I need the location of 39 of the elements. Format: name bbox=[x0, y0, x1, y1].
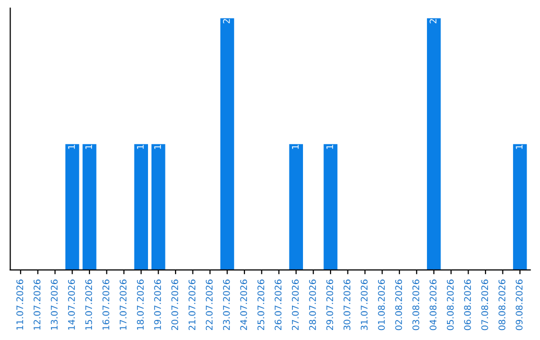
x-tick-label: 29.07.2026 bbox=[326, 280, 334, 330]
x-tick-label: 13.07.2026 bbox=[50, 280, 58, 330]
x-tick-label: 09.08.2026 bbox=[516, 280, 523, 330]
x-tick-label: 11.07.2026 bbox=[16, 280, 24, 330]
x-tick-label: 14.07.2026 bbox=[68, 280, 75, 330]
x-tick-label: 15.07.2026 bbox=[85, 280, 92, 330]
x-tick-label: 22.07.2026 bbox=[206, 280, 213, 330]
x-tick-label: 23.07.2026 bbox=[223, 280, 230, 330]
x-tick-label: 21.07.2026 bbox=[188, 280, 196, 330]
x-tick-label: 12.07.2026 bbox=[34, 280, 40, 330]
data-label: 1 bbox=[85, 144, 92, 149]
x-tick-label: 27.07.2026 bbox=[292, 280, 299, 330]
x-tick-label: 01.08.2026 bbox=[378, 280, 385, 330]
x-tick-label: 05.08.2026 bbox=[446, 280, 454, 330]
x-tick-label: 24.07.2026 bbox=[240, 280, 248, 330]
x-tick-label: 06.08.2026 bbox=[464, 280, 471, 330]
x-tick-label: 16.07.2026 bbox=[102, 280, 110, 330]
x-tick-label: 04.08.2026 bbox=[430, 280, 436, 330]
x-tick-label: 19.07.2026 bbox=[154, 280, 161, 330]
data-label: 1 bbox=[326, 144, 334, 149]
x-tick-label: 25.07.2026 bbox=[257, 280, 264, 330]
data-label: 1 bbox=[68, 144, 75, 149]
x-tick-label: 07.08.2026 bbox=[481, 280, 488, 330]
x-tick-label: 17.07.2026 bbox=[120, 280, 127, 330]
data-label: 1 bbox=[292, 144, 299, 149]
data-label: 1 bbox=[154, 144, 161, 149]
data-label: 1 bbox=[516, 144, 522, 149]
x-tick-label: 20.07.2026 bbox=[171, 280, 178, 330]
x-tick-label: 02.08.2026 bbox=[395, 280, 402, 330]
x-tick-label: 30.07.2026 bbox=[344, 280, 350, 330]
x-tick-label: 31.07.2026 bbox=[360, 280, 368, 330]
x-tick-label: 08.08.2026 bbox=[498, 280, 506, 330]
data-label: 2 bbox=[223, 19, 230, 24]
x-tick-label: 03.08.2026 bbox=[412, 280, 420, 330]
x-tick-label: 28.07.2026 bbox=[309, 280, 316, 330]
data-label: 1 bbox=[137, 144, 144, 149]
x-tick-label: 18.07.2026 bbox=[136, 280, 144, 330]
x-tick-label: 26.07.2026 bbox=[274, 280, 282, 330]
data-label: 2 bbox=[430, 19, 436, 24]
